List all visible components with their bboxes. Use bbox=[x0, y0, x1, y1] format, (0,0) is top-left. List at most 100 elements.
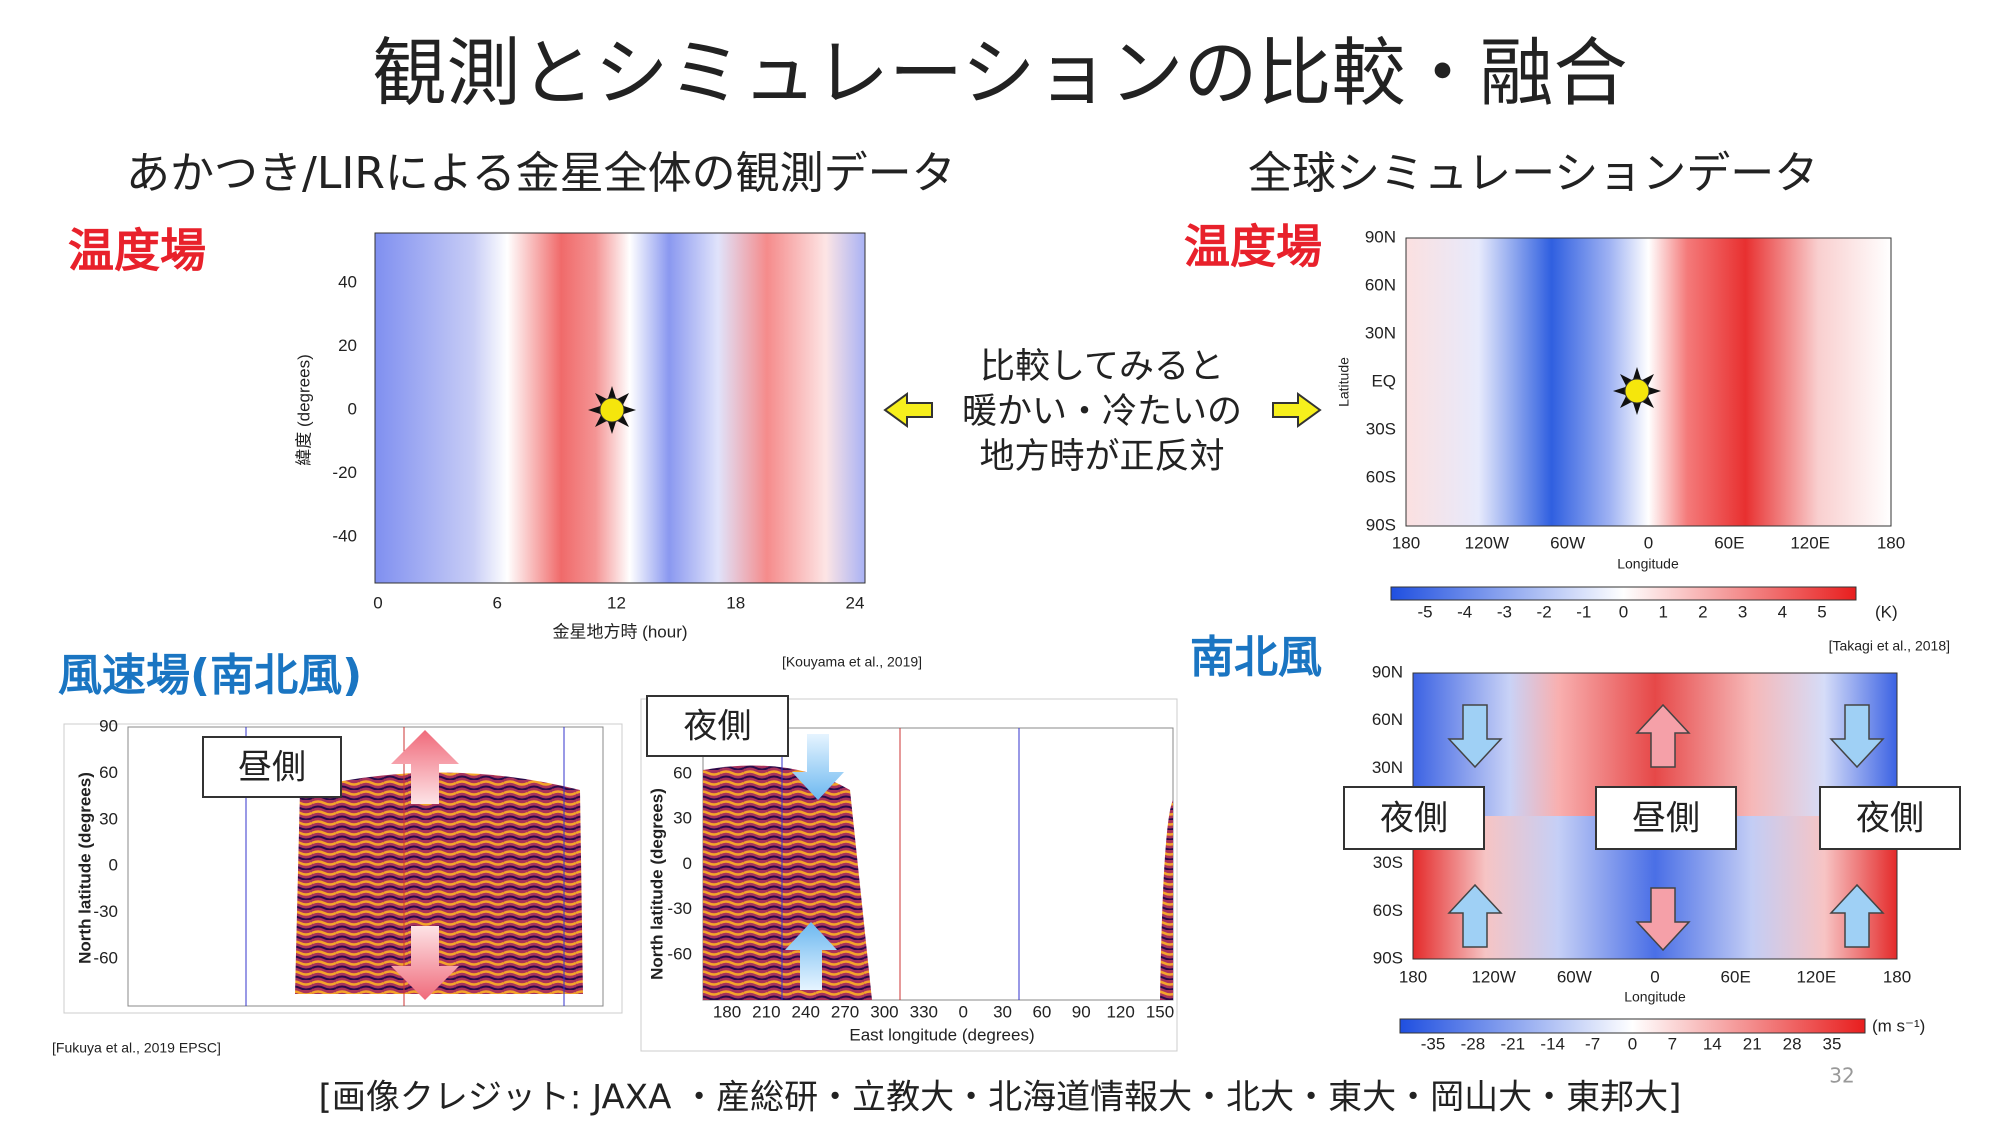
y-tick-label: 90N bbox=[1365, 227, 1396, 246]
comparison-text: 地方時が正反対 bbox=[979, 437, 1224, 477]
y-tick-label: 30N bbox=[1365, 323, 1396, 342]
y-tick-label: 60 bbox=[99, 763, 118, 782]
x-tick-label: 180 bbox=[713, 1002, 741, 1021]
y-tick-label: -30 bbox=[667, 899, 692, 918]
section-label: 南北風 bbox=[1190, 632, 1322, 683]
arrow-down bbox=[1829, 704, 1885, 769]
y-tick-label: 30 bbox=[673, 809, 692, 828]
x-tick-label: -2 bbox=[1537, 602, 1552, 621]
x-tick-label: 0 bbox=[373, 593, 382, 612]
label-box bbox=[646, 695, 789, 757]
comparison-text: 比較してみると bbox=[980, 347, 1224, 387]
y-tick-label: 30N bbox=[1372, 758, 1403, 777]
colorbar-unit: (m s⁻¹) bbox=[1872, 1016, 1925, 1035]
sun-ray bbox=[623, 405, 636, 415]
colorbar-unit: (K) bbox=[1875, 602, 1898, 621]
x-tick-label: 4 bbox=[1778, 602, 1787, 621]
x-tick-label: 120E bbox=[1790, 533, 1830, 552]
y-tick-label: 90S bbox=[1373, 948, 1403, 967]
y-tick-label: -40 bbox=[332, 526, 357, 545]
sun-ray bbox=[1632, 367, 1642, 380]
sun-ray bbox=[607, 386, 617, 399]
y-axis-label: North latitude (degrees) bbox=[647, 788, 666, 980]
x-tick-label: 0 bbox=[1619, 602, 1628, 621]
colorbar bbox=[1390, 586, 1857, 601]
x-tick-label: 180 bbox=[1392, 533, 1420, 552]
arrow-up bbox=[1829, 883, 1885, 948]
y-tick-label: 60 bbox=[673, 763, 692, 782]
y-tick-label: 90N bbox=[1372, 662, 1403, 681]
arrow-left bbox=[883, 392, 933, 428]
y-tick-label: 0 bbox=[109, 856, 118, 875]
x-tick-label: -21 bbox=[1501, 1034, 1526, 1053]
y-tick-label: EQ bbox=[1371, 371, 1396, 390]
x-tick-label: 120W bbox=[1465, 533, 1509, 552]
page-number: 32 bbox=[1829, 1064, 1854, 1088]
y-tick-label: 0 bbox=[683, 854, 692, 873]
x-tick-label: 3 bbox=[1738, 602, 1747, 621]
x-tick-label: 210 bbox=[752, 1002, 780, 1021]
x-tick-label: -5 bbox=[1417, 602, 1432, 621]
x-tick-label: 60W bbox=[1557, 967, 1592, 986]
y-tick-label: 30S bbox=[1366, 419, 1396, 438]
x-tick-label: 60E bbox=[1721, 967, 1751, 986]
brightness-map bbox=[295, 772, 583, 994]
x-tick-label: 120 bbox=[1106, 1002, 1134, 1021]
footer-credit: [画像クレジット: JAXA ・産総研・立教大・北海道情報大・北大・東大・岡山大… bbox=[319, 1078, 1682, 1118]
y-tick-label: 0 bbox=[348, 399, 357, 418]
x-tick-label: 2 bbox=[1698, 602, 1707, 621]
comparison-text: 暖かい・冷たいの bbox=[962, 392, 1242, 432]
x-tick-label: 24 bbox=[846, 593, 865, 612]
y-tick-label: 40 bbox=[338, 272, 357, 291]
x-tick-label: 120E bbox=[1796, 967, 1836, 986]
label-box bbox=[1819, 786, 1961, 850]
y-axis-label: North latitude (degrees) bbox=[75, 772, 94, 964]
sun-ray bbox=[1613, 386, 1626, 396]
x-tick-label: 60W bbox=[1550, 533, 1585, 552]
citation: [Takagi et al., 2018] bbox=[1829, 638, 1950, 654]
label-box-text: 夜側 bbox=[1856, 799, 1924, 839]
sun-ray bbox=[588, 405, 601, 415]
x-tick-label: 6 bbox=[493, 593, 502, 612]
x-tick-label: -14 bbox=[1540, 1034, 1565, 1053]
sun-ray bbox=[607, 421, 617, 434]
x-tick-label: 35 bbox=[1823, 1034, 1842, 1053]
label-box-text: 夜側 bbox=[684, 707, 752, 747]
y-axis-label: 緯度 (degrees) bbox=[294, 354, 313, 465]
x-tick-label: 21 bbox=[1743, 1034, 1762, 1053]
x-tick-label: 0 bbox=[1650, 967, 1659, 986]
y-tick-label: -60 bbox=[667, 944, 692, 963]
section-label: 温度場 bbox=[68, 224, 206, 278]
x-tick-label: 240 bbox=[792, 1002, 820, 1021]
x-tick-label: -7 bbox=[1585, 1034, 1600, 1053]
y-tick-label: 60S bbox=[1373, 901, 1403, 920]
label-box bbox=[202, 736, 342, 798]
arrow-right bbox=[1272, 392, 1322, 428]
label-box-text: 昼側 bbox=[1632, 799, 1700, 839]
y-tick-label: 60N bbox=[1372, 710, 1403, 729]
x-tick-label: 0 bbox=[958, 1002, 967, 1021]
y-tick-label: 20 bbox=[338, 336, 357, 355]
x-tick-label: 180 bbox=[1399, 967, 1427, 986]
x-tick-label: -1 bbox=[1576, 602, 1591, 621]
x-tick-label: 28 bbox=[1783, 1034, 1802, 1053]
x-tick-label: 90 bbox=[1072, 1002, 1091, 1021]
arrow-up bbox=[1635, 703, 1691, 768]
sun-ray bbox=[1648, 386, 1661, 396]
sun bbox=[1624, 378, 1650, 404]
x-tick-label: 300 bbox=[870, 1002, 898, 1021]
heading: あかつき/LIRによる金星全体の観測データ bbox=[126, 148, 956, 199]
label-box bbox=[1343, 786, 1485, 850]
x-tick-label: 330 bbox=[910, 1002, 938, 1021]
x-axis-label: Longitude bbox=[1617, 556, 1679, 572]
y-tick-label: -30 bbox=[93, 902, 118, 921]
label-box-text: 昼側 bbox=[238, 748, 306, 788]
x-axis-label: Longitude bbox=[1624, 989, 1686, 1005]
x-tick-label: 0 bbox=[1628, 1034, 1637, 1053]
x-tick-label: 5 bbox=[1817, 602, 1826, 621]
arrow-up bbox=[391, 730, 459, 804]
y-axis-label: Latitude bbox=[1336, 357, 1352, 407]
sun-ray bbox=[1632, 402, 1642, 415]
x-tick-label: 180 bbox=[1877, 533, 1905, 552]
